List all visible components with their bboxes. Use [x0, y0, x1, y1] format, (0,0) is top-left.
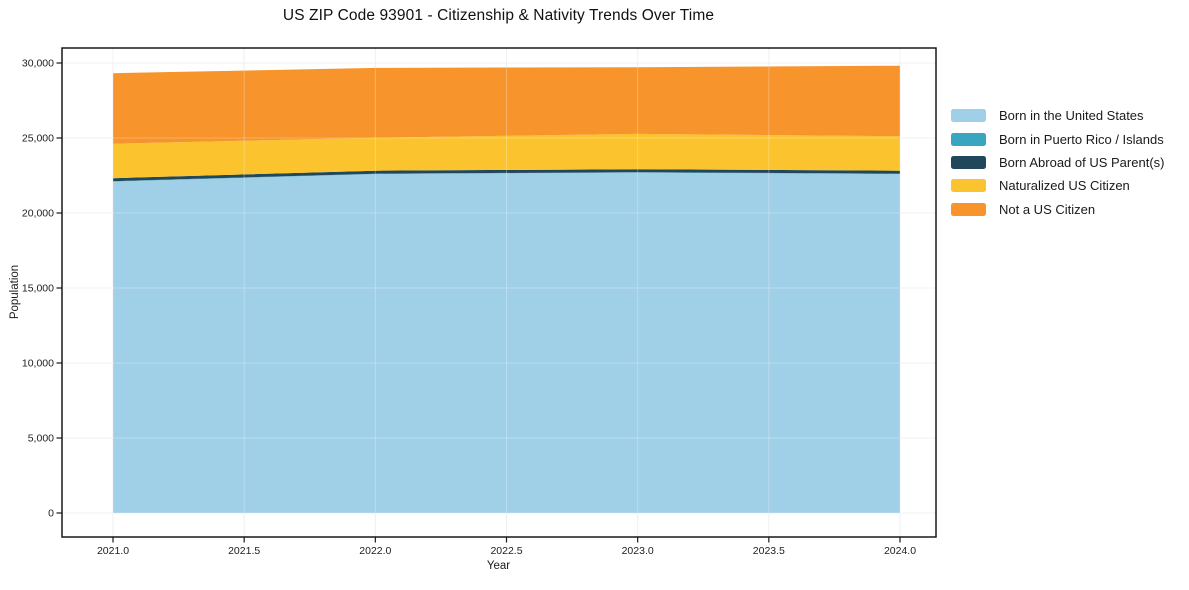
- legend-item: Naturalized US Citizen: [951, 174, 1164, 197]
- y-tick-label: 20,000: [22, 208, 54, 220]
- area-series-2: [113, 169, 900, 182]
- x-tick-label: 2022.0: [359, 545, 391, 557]
- area-series-1: [113, 172, 900, 182]
- legend-item: Born in the United States: [951, 104, 1164, 127]
- area-series-3: [113, 133, 900, 179]
- legend-swatch-icon: [951, 179, 986, 193]
- legend-item: Born in Puerto Rico / Islands: [951, 127, 1164, 150]
- y-tick-label: 0: [48, 508, 54, 520]
- x-tick-label: 2023.5: [753, 545, 785, 557]
- axes-frame: [61, 47, 937, 538]
- legend-swatch-icon: [951, 109, 986, 123]
- x-tick-label: 2024.0: [884, 545, 916, 557]
- legend: Born in the United States Born in Puerto …: [951, 104, 1164, 221]
- legend-swatch-icon: [951, 202, 986, 216]
- x-tick-label: 2023.0: [622, 545, 654, 557]
- y-tick-label: 10,000: [22, 358, 54, 370]
- y-tick-label: 30,000: [22, 58, 54, 70]
- legend-label: Born in the United States: [999, 108, 1144, 124]
- x-tick-label: 2022.5: [490, 545, 522, 557]
- legend-label: Born Abroad of US Parent(s): [999, 154, 1165, 170]
- legend-item: Not a US Citizen: [951, 198, 1164, 221]
- area-series-0: [113, 172, 900, 513]
- x-tick-label: 2021.5: [228, 545, 260, 557]
- y-tick-label: 15,000: [22, 283, 54, 295]
- legend-item: Born Abroad of US Parent(s): [951, 151, 1164, 174]
- x-tick-label: 2021.0: [97, 545, 129, 557]
- y-tick-label: 25,000: [22, 133, 54, 145]
- y-tick-label: 5,000: [28, 433, 54, 445]
- legend-swatch-icon: [951, 155, 986, 169]
- legend-label: Born in Puerto Rico / Islands: [999, 131, 1164, 147]
- area-series-4: [113, 65, 900, 144]
- y-axis-label: Population: [9, 264, 21, 320]
- legend-label: Not a US Citizen: [999, 201, 1096, 217]
- chart-title: US ZIP Code 93901 - Citizenship & Nativi…: [282, 7, 715, 24]
- legend-swatch-icon: [951, 132, 986, 146]
- x-axis-label: Year: [486, 560, 511, 572]
- legend-label: Naturalized US Citizen: [999, 178, 1130, 194]
